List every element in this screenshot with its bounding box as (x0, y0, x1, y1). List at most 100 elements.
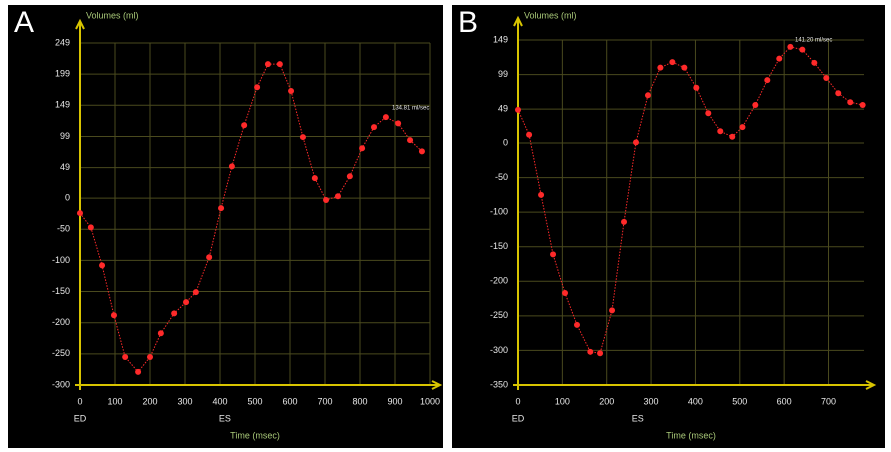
phase-marker: ES (219, 413, 231, 423)
data-point (705, 110, 712, 117)
data-point (859, 101, 866, 108)
panel-bg (8, 5, 443, 448)
data-point (228, 163, 235, 170)
x-tick-label: 200 (599, 396, 614, 406)
data-point (847, 99, 854, 106)
data-line (79, 63, 423, 373)
y-tick-label: -200 (490, 276, 508, 286)
x-tick-label: 400 (688, 396, 703, 406)
data-point (823, 75, 830, 82)
data-point (323, 196, 330, 203)
data-point (382, 114, 389, 121)
data-point (110, 312, 117, 319)
x-axis (75, 380, 443, 390)
y-tick-label: -250 (52, 348, 70, 358)
y-tick-label: 99 (60, 131, 70, 141)
data-point (752, 101, 759, 108)
y-tick-label: 149 (55, 100, 70, 110)
y-tick-label: -50 (57, 224, 70, 234)
x-tick-label: 600 (282, 396, 297, 406)
phase-marker: ED (512, 413, 525, 423)
data-point (395, 120, 402, 127)
data-point (621, 218, 628, 225)
x-tick-label: 0 (515, 396, 520, 406)
data-point (739, 124, 746, 131)
data-point (776, 55, 783, 62)
y-tick-label: -50 (495, 172, 508, 182)
y-tick-label: 99 (498, 69, 508, 79)
data-point (764, 77, 771, 84)
y-tick-label: 49 (60, 162, 70, 172)
data-point (562, 290, 569, 297)
panel-bg (452, 5, 885, 448)
y-tick-label: 0 (503, 137, 508, 147)
data-point (87, 224, 94, 231)
y-tick-label: -150 (490, 241, 508, 251)
data-point (515, 106, 521, 113)
data-point (597, 350, 604, 357)
data-point (241, 122, 248, 129)
x-tick-label: 700 (821, 396, 836, 406)
x-tick-label: 100 (555, 396, 570, 406)
data-point (311, 175, 318, 182)
data-point (587, 348, 594, 355)
x-tick-label: 500 (247, 396, 262, 406)
data-point (407, 137, 414, 144)
x-tick-label: 100 (107, 396, 122, 406)
data-point (418, 148, 425, 155)
data-point (573, 321, 580, 328)
phase-marker: ED (74, 413, 87, 423)
x-axis-title: Time (msec) (230, 430, 280, 440)
data-point (644, 92, 651, 99)
panel-label: B (458, 6, 478, 39)
x-tick-label: 800 (352, 396, 367, 406)
data-point (346, 173, 353, 180)
data-point (729, 133, 736, 140)
rate-annotation: 141.20 ml/sec (795, 38, 832, 44)
phase-marker: ES (632, 413, 644, 423)
data-point (147, 353, 153, 360)
x-tick-label: 0 (77, 396, 82, 406)
data-point (334, 193, 341, 200)
y-axis (75, 18, 85, 390)
y-axis-title: Volumes (ml) (86, 10, 139, 20)
data-point (264, 61, 271, 68)
x-tick-label: 1000 (420, 396, 440, 406)
y-tick-label: -300 (52, 379, 70, 389)
x-axis-title: Time (msec) (666, 430, 716, 440)
x-tick-label: 400 (212, 396, 227, 406)
y-tick-label: -150 (52, 286, 70, 296)
data-point (276, 61, 283, 68)
data-point (183, 299, 190, 306)
x-tick-label: 900 (387, 396, 402, 406)
x-tick-label: 300 (177, 396, 192, 406)
data-point (669, 59, 676, 66)
data-point (657, 64, 664, 71)
y-tick-label: -250 (490, 310, 508, 320)
y-tick-label: -350 (490, 379, 508, 389)
y-axis (513, 15, 523, 390)
y-tick-label: 249 (55, 37, 70, 47)
data-point (526, 131, 533, 138)
y-tick-label: -300 (490, 345, 508, 355)
y-tick-label: 0 (65, 192, 70, 202)
data-point (99, 262, 106, 269)
y-axis-title: Volumes (ml) (524, 10, 577, 20)
y-tick-label: -200 (52, 317, 70, 327)
data-point (299, 134, 306, 141)
data-point (218, 205, 225, 212)
data-point (135, 368, 142, 375)
data-point (359, 145, 366, 152)
data-point (717, 128, 724, 135)
y-tick-label: 199 (55, 69, 70, 79)
data-point (254, 84, 261, 91)
data-point (609, 307, 616, 314)
data-point (835, 90, 842, 97)
data-point (371, 124, 377, 131)
x-tick-label: 700 (317, 396, 332, 406)
data-point (192, 289, 199, 296)
rate-annotation: 134.81 ml/sec (392, 106, 429, 112)
data-point (157, 330, 164, 337)
x-tick-label: 300 (644, 396, 659, 406)
data-point (171, 310, 178, 317)
